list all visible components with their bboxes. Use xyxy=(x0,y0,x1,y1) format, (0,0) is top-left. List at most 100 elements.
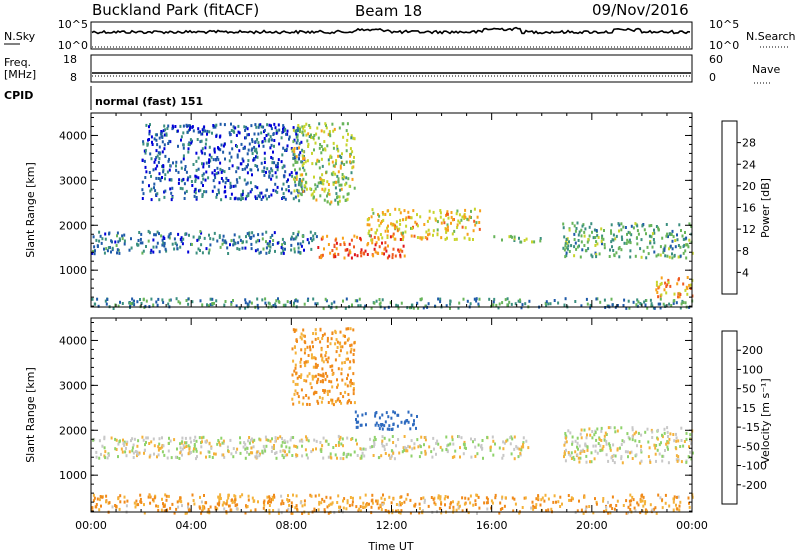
echo-cell xyxy=(304,180,307,184)
echo-cell xyxy=(682,245,685,248)
echo-cell xyxy=(340,442,343,446)
echo-cell xyxy=(162,502,164,506)
echo-cell xyxy=(380,220,383,223)
echo-cell xyxy=(609,503,612,507)
echo-cell xyxy=(464,208,467,212)
echo-cell xyxy=(307,145,310,148)
echo-cell xyxy=(135,503,138,507)
echo-cell xyxy=(275,456,278,460)
echo-cell xyxy=(303,379,306,382)
echo-cell xyxy=(380,496,383,500)
echo-cell xyxy=(230,499,233,502)
echo-cell xyxy=(323,499,326,503)
echo-cell xyxy=(173,511,176,515)
echo-cell xyxy=(336,195,339,199)
echo-cell xyxy=(302,126,305,130)
echo-cell xyxy=(327,133,330,137)
echo-cell xyxy=(297,230,300,234)
echo-cell xyxy=(381,211,384,214)
echo-cell xyxy=(595,502,598,506)
echo-cell xyxy=(567,429,570,433)
echo-cell xyxy=(98,498,101,502)
echo-cell xyxy=(334,400,337,404)
colorbar-frame xyxy=(721,330,738,505)
echo-cell xyxy=(547,497,550,501)
echo-cell xyxy=(404,420,407,424)
echo-cell xyxy=(294,382,297,386)
echo-cell xyxy=(348,184,351,188)
echo-cell xyxy=(406,493,409,497)
echo-cell xyxy=(321,358,324,362)
echo-cell xyxy=(156,143,159,147)
echo-cell xyxy=(570,451,573,455)
echo-cell xyxy=(280,246,283,249)
echo-cell xyxy=(346,138,349,142)
echo-cell xyxy=(92,235,95,239)
echo-cell xyxy=(586,448,589,452)
echo-cell xyxy=(179,124,182,128)
echo-cell xyxy=(662,250,665,254)
echo-cell xyxy=(303,334,306,338)
echo-cell xyxy=(537,498,540,502)
echo-cell xyxy=(418,511,421,515)
echo-cell xyxy=(521,506,524,509)
echo-cell xyxy=(499,507,502,511)
echo-cell xyxy=(93,252,96,256)
echo-cell xyxy=(183,182,186,186)
echo-cell xyxy=(287,185,290,188)
echo-cell xyxy=(666,445,669,449)
echo-cell xyxy=(274,126,277,130)
echo-cell xyxy=(117,455,119,459)
echo-cell xyxy=(150,157,153,161)
echo-cell xyxy=(349,350,352,354)
echo-cell xyxy=(454,449,457,453)
echo-cell xyxy=(389,301,392,305)
echo-cell xyxy=(360,248,363,252)
echo-cell xyxy=(346,377,348,381)
echo-cell xyxy=(626,238,629,242)
echo-cell xyxy=(675,495,678,499)
echo-cell xyxy=(282,182,285,186)
echo-cell xyxy=(280,251,283,255)
echo-cell xyxy=(326,374,329,378)
echo-cell xyxy=(169,164,172,168)
echo-cell xyxy=(247,498,250,502)
echo-cell xyxy=(680,426,683,430)
echo-cell xyxy=(636,236,638,240)
echo-cell xyxy=(580,304,583,308)
echo-cell xyxy=(179,499,182,503)
echo-cell xyxy=(417,445,420,449)
echo-cell xyxy=(98,508,101,512)
echo-cell xyxy=(296,133,299,137)
echo-cell xyxy=(276,165,279,169)
echo-cell xyxy=(269,135,272,139)
echo-cell xyxy=(195,447,198,451)
echo-cell xyxy=(277,299,280,303)
nsky-tick-bottom-left: 10^0 xyxy=(58,39,88,52)
echo-cell xyxy=(310,133,312,137)
echo-cell xyxy=(290,237,293,241)
echo-cell xyxy=(92,249,94,253)
echo-cell xyxy=(640,238,643,242)
echo-cell xyxy=(244,298,247,302)
echo-cell xyxy=(235,178,238,182)
echo-cell xyxy=(254,508,257,512)
echo-cell xyxy=(230,129,233,132)
echo-cell xyxy=(370,227,373,231)
echo-cell xyxy=(236,145,238,148)
echo-cell xyxy=(153,186,155,190)
echo-cell xyxy=(125,504,128,508)
echo-cell xyxy=(527,446,530,450)
echo-cell xyxy=(293,301,295,305)
echo-cell xyxy=(169,232,172,236)
echo-cell xyxy=(131,301,134,305)
echo-cell xyxy=(204,146,207,150)
echo-cell xyxy=(648,224,651,228)
echo-cell xyxy=(382,493,384,497)
echo-cell xyxy=(253,149,256,153)
echo-cell xyxy=(461,496,464,500)
echo-cell xyxy=(330,172,333,176)
echo-cell xyxy=(195,175,198,179)
echo-cell xyxy=(618,255,621,259)
echo-cell xyxy=(301,512,304,515)
